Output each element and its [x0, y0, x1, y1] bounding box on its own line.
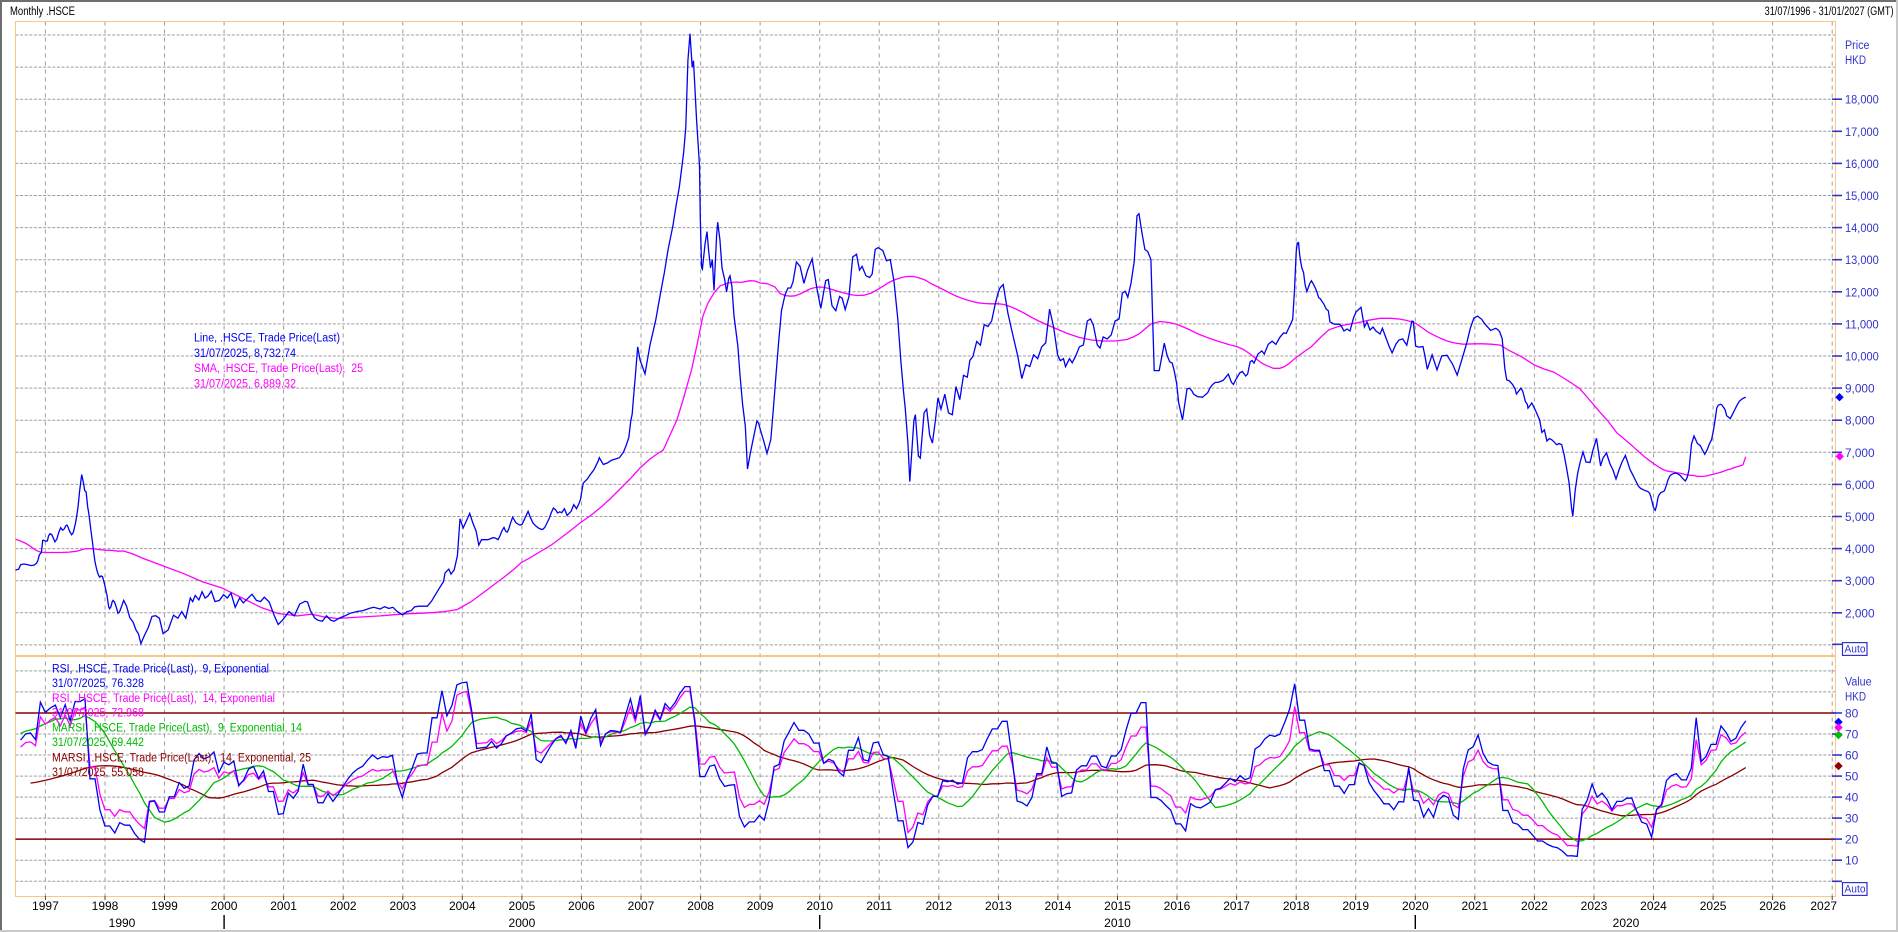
svg-text:31/07/1996 - 31/01/2027 (GMT): 31/07/1996 - 31/01/2027 (GMT): [1765, 6, 1894, 18]
svg-text:50: 50: [1845, 770, 1859, 784]
svg-text:14,000: 14,000: [1845, 221, 1879, 235]
svg-text:2011: 2011: [866, 899, 892, 913]
svg-text:Line, .HSCE, Trade Price(Last): Line, .HSCE, Trade Price(Last): [194, 333, 340, 345]
svg-text:2016: 2016: [1164, 899, 1191, 913]
svg-text:30: 30: [1845, 812, 1859, 826]
svg-text:2005: 2005: [509, 899, 536, 913]
svg-text:70: 70: [1845, 728, 1859, 742]
svg-text:2020: 2020: [1402, 899, 1429, 913]
svg-text:60: 60: [1845, 749, 1859, 763]
svg-text:2003: 2003: [389, 899, 416, 913]
svg-text:2026: 2026: [1759, 899, 1786, 913]
svg-text:2023: 2023: [1581, 899, 1608, 913]
svg-text:10: 10: [1845, 854, 1859, 868]
svg-text:31/07/2025, 8,732.74: 31/07/2025, 8,732.74: [194, 348, 297, 360]
svg-text:Auto: Auto: [1845, 644, 1866, 656]
svg-text:2025: 2025: [1700, 899, 1727, 913]
svg-text:SMA, .HSCE, Trade Price(Last),: SMA, .HSCE, Trade Price(Last), 25: [194, 363, 363, 375]
svg-text:17,000: 17,000: [1845, 125, 1879, 139]
svg-text:RSI, .HSCE, Trade Price(Last),: RSI, .HSCE, Trade Price(Last), 9, Expone…: [52, 663, 269, 675]
svg-text:HKD: HKD: [1845, 55, 1866, 67]
svg-text:15,000: 15,000: [1845, 189, 1879, 203]
svg-text:2017: 2017: [1223, 899, 1250, 913]
svg-text:2002: 2002: [330, 899, 357, 913]
svg-text:11,000: 11,000: [1845, 317, 1879, 331]
svg-text:2019: 2019: [1342, 899, 1369, 913]
svg-text:2010: 2010: [1104, 916, 1131, 930]
svg-text:31/07/2025, 72.968: 31/07/2025, 72.968: [52, 707, 144, 719]
svg-text:2015: 2015: [1104, 899, 1131, 913]
svg-text:2027: 2027: [1810, 899, 1837, 913]
svg-text:2014: 2014: [1045, 899, 1072, 913]
svg-text:2009: 2009: [747, 899, 774, 913]
svg-text:31/07/2025, 76.328: 31/07/2025, 76.328: [52, 678, 144, 690]
svg-text:2000: 2000: [211, 899, 238, 913]
svg-text:2004: 2004: [449, 899, 476, 913]
svg-text:2,000: 2,000: [1845, 606, 1875, 620]
svg-text:2013: 2013: [985, 899, 1012, 913]
svg-text:5,000: 5,000: [1845, 510, 1875, 524]
svg-text:10,000: 10,000: [1845, 350, 1879, 364]
svg-text:Value: Value: [1845, 677, 1872, 689]
svg-text:Auto: Auto: [1845, 884, 1866, 896]
svg-text:2001: 2001: [270, 899, 297, 913]
svg-text:2018: 2018: [1283, 899, 1310, 913]
svg-text:7,000: 7,000: [1845, 446, 1875, 460]
svg-text:80: 80: [1845, 707, 1859, 721]
svg-text:2021: 2021: [1461, 899, 1488, 913]
svg-text:2020: 2020: [1613, 916, 1640, 930]
svg-text:20: 20: [1845, 833, 1859, 847]
svg-text:2006: 2006: [568, 899, 595, 913]
svg-text:1990: 1990: [109, 916, 136, 930]
svg-text:2024: 2024: [1640, 899, 1667, 913]
svg-text:HKD: HKD: [1845, 692, 1866, 704]
svg-text:Monthly .HSCE: Monthly .HSCE: [10, 6, 75, 18]
svg-text:2010: 2010: [806, 899, 833, 913]
svg-text:2012: 2012: [925, 899, 952, 913]
svg-text:18,000: 18,000: [1845, 93, 1879, 107]
svg-text:9,000: 9,000: [1845, 382, 1875, 396]
svg-text:16,000: 16,000: [1845, 157, 1879, 171]
svg-text:1998: 1998: [92, 899, 119, 913]
svg-text:31/07/2025, 6,889.32: 31/07/2025, 6,889.32: [194, 378, 296, 390]
svg-text:40: 40: [1845, 791, 1859, 805]
svg-text:31/07/2025, 55.058: 31/07/2025, 55.058: [52, 767, 144, 779]
svg-text:4,000: 4,000: [1845, 542, 1875, 556]
svg-text:13,000: 13,000: [1845, 253, 1879, 267]
svg-text:RSI, .HSCE, Trade Price(Last),: RSI, .HSCE, Trade Price(Last), 14, Expon…: [52, 693, 275, 705]
svg-text:8,000: 8,000: [1845, 414, 1875, 428]
svg-text:6,000: 6,000: [1845, 478, 1875, 492]
svg-text:Price: Price: [1845, 40, 1870, 52]
svg-text:3,000: 3,000: [1845, 574, 1875, 588]
svg-text:2008: 2008: [687, 899, 714, 913]
svg-text:MARSI, .HSCE, Trade Price(Last: MARSI, .HSCE, Trade Price(Last), 9, Expo…: [52, 723, 303, 735]
svg-text:2007: 2007: [628, 899, 655, 913]
svg-text:1997: 1997: [32, 899, 59, 913]
svg-text:MARSI, .HSCE, Trade Price(Last: MARSI, .HSCE, Trade Price(Last), 14, Exp…: [52, 753, 311, 765]
svg-text:12,000: 12,000: [1845, 285, 1879, 299]
svg-text:1999: 1999: [151, 899, 178, 913]
svg-text:2000: 2000: [509, 916, 536, 930]
svg-text:31/07/2025, 69.442: 31/07/2025, 69.442: [52, 737, 144, 749]
svg-text:2022: 2022: [1521, 899, 1548, 913]
